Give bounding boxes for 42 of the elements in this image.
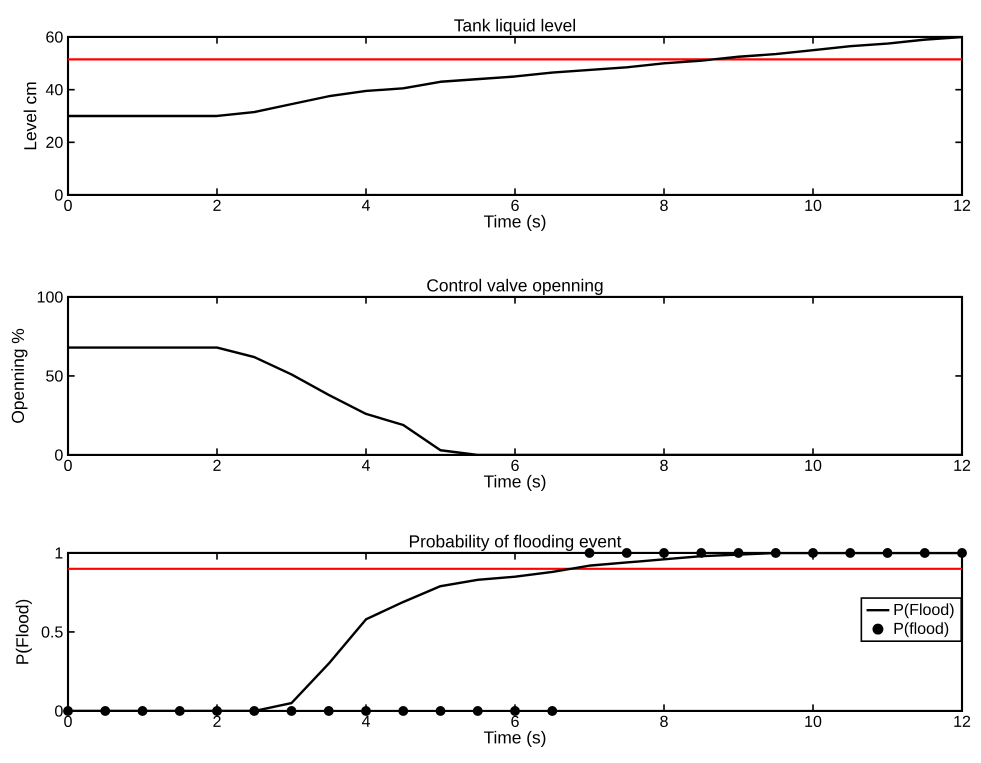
x-tick-label: 6 xyxy=(511,716,519,728)
x-tick-label: 4 xyxy=(362,460,370,471)
y-tick-label: 0.5 xyxy=(42,626,63,638)
x-tick-label: 0 xyxy=(64,200,72,212)
x-tick-label: 8 xyxy=(660,716,668,728)
chart-title: Probability of flooding event xyxy=(410,534,622,551)
legend-label: P(Flood) xyxy=(894,603,954,618)
y-axis-title: P(Flood) xyxy=(16,600,32,664)
x-tick-label: 6 xyxy=(511,460,519,472)
x-axis-title: Time (s) xyxy=(484,474,546,491)
y-axis-title: Level cm xyxy=(24,82,36,150)
x-tick-label: 10 xyxy=(805,716,822,728)
y-tick-label: 0 xyxy=(55,189,63,201)
y-tick-label: 20 xyxy=(46,136,63,148)
y-tick-label: 0 xyxy=(55,705,63,717)
y-tick-label: 1 xyxy=(56,547,63,558)
x-tick-label: 2 xyxy=(213,460,221,471)
x-tick-label: 10 xyxy=(805,200,822,212)
x-tick-label: 12 xyxy=(954,200,970,211)
x-tick-label: 0 xyxy=(64,716,72,728)
x-tick-label: 8 xyxy=(660,200,668,212)
y-tick-label: 50 xyxy=(46,370,63,382)
x-tick-label: 4 xyxy=(362,716,370,727)
x-tick-label: 4 xyxy=(362,200,370,211)
y-tick-label: 40 xyxy=(46,84,63,96)
x-tick-label: 2 xyxy=(213,716,221,727)
chart-title: Control valve openning xyxy=(427,278,602,295)
y-tick-label: 100 xyxy=(38,291,63,303)
x-axis-title: Time (s) xyxy=(484,730,546,747)
legend-label: P(flood) xyxy=(894,622,948,638)
x-tick-label: 2 xyxy=(213,200,221,211)
x-tick-label: 12 xyxy=(954,716,970,727)
y-tick-label: 60 xyxy=(46,31,63,43)
x-tick-label: 12 xyxy=(954,460,970,471)
y-tick-label: 0 xyxy=(55,449,63,461)
x-tick-label: 0 xyxy=(64,460,72,472)
y-axis-title: Openning % xyxy=(11,328,28,423)
x-tick-label: 6 xyxy=(511,200,519,212)
x-axis-title: Time (s) xyxy=(484,214,546,231)
x-tick-label: 8 xyxy=(660,460,668,472)
x-tick-label: 10 xyxy=(805,460,822,472)
chart-title: Tank liquid level xyxy=(454,18,575,35)
